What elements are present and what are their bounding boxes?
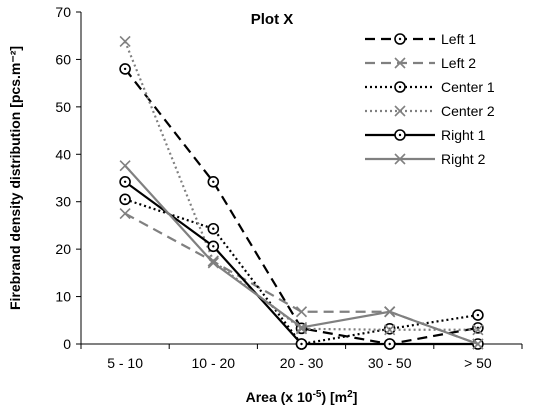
series-line (124, 180, 478, 346)
x-tick-label: 20 - 30 (280, 355, 324, 371)
data-point-b (472, 324, 484, 336)
y-tick-label: 20 (55, 241, 71, 257)
legend-item: Center 1 (365, 79, 495, 95)
x-tick-label: 10 - 20 (192, 355, 236, 371)
x-tick-label: 30 - 50 (368, 355, 412, 371)
y-tick-label: 70 (55, 4, 71, 20)
y-tick-label: 60 (55, 51, 71, 67)
data-point-b (295, 306, 308, 318)
legend-marker-center (398, 133, 402, 137)
data-point-center (123, 198, 127, 201)
y-tick-label: 10 (55, 289, 71, 305)
y-axis-title: Firebrand density distribution [pcs.m⁻²] (7, 46, 23, 310)
series-center-2 (119, 35, 484, 336)
data-point-center (212, 227, 215, 230)
legend-marker-b (394, 153, 406, 165)
data-point-b (295, 323, 308, 335)
data-point-center (212, 245, 215, 248)
series-left-1 (119, 63, 484, 350)
legend-marker-center (398, 85, 402, 89)
data-point-center (476, 313, 480, 317)
chart-title: Plot X (251, 11, 294, 28)
data-point-b (472, 338, 484, 350)
data-point-b (384, 306, 396, 318)
series-line (124, 40, 478, 331)
series-line (124, 198, 479, 346)
data-point-b (384, 324, 396, 336)
axes: 0 10 20 30 40 50 60 70 5 - 10 10 - 20 20 - 30 30 - … (55, 4, 523, 371)
series-line (124, 164, 479, 346)
legend-label: Left 1 (441, 31, 476, 47)
legend-label: Right 1 (441, 127, 486, 143)
legend-marker-b (394, 105, 406, 117)
data-point-center (388, 342, 391, 346)
legend-label: Center 2 (441, 103, 495, 119)
x-tick-label: > 50 (464, 355, 492, 371)
legend-item: Left 2 (365, 55, 476, 71)
data-point-b (295, 321, 308, 333)
series-layer (119, 35, 484, 350)
data-point-b (119, 35, 131, 47)
legend-label: Left 2 (441, 55, 476, 71)
legend-marker-b (394, 57, 406, 69)
y-tick-label: 50 (55, 99, 71, 115)
x-axis-title: Area (x 10-5) [m2] (246, 389, 358, 406)
data-point-center (123, 67, 127, 71)
legend-marker-center (398, 37, 402, 41)
legend: Left 1 Left 2 Center 1 Center 2 Right 1 Right… (365, 31, 495, 167)
legend-item: Right 1 (365, 127, 486, 143)
data-point-b (207, 257, 219, 269)
data-point-b (119, 208, 131, 220)
y-tick-label: 0 (63, 336, 71, 352)
series-line (124, 68, 479, 346)
legend-item: Left 1 (365, 31, 476, 47)
data-point-center (300, 342, 303, 346)
legend-item: Right 2 (365, 151, 486, 167)
x-tick-label: 5 - 10 (107, 355, 143, 371)
data-point-center (123, 180, 127, 183)
legend-label: Right 2 (441, 151, 486, 167)
series-right-2 (119, 160, 484, 350)
legend-label: Center 1 (441, 79, 495, 95)
y-tick-label: 40 (55, 146, 71, 162)
data-point-b (207, 255, 219, 267)
data-point-b (119, 160, 131, 172)
series-right-1 (119, 175, 484, 350)
data-point-center (212, 180, 215, 183)
y-tick-label: 30 (55, 194, 71, 210)
legend-item: Center 2 (365, 103, 495, 119)
